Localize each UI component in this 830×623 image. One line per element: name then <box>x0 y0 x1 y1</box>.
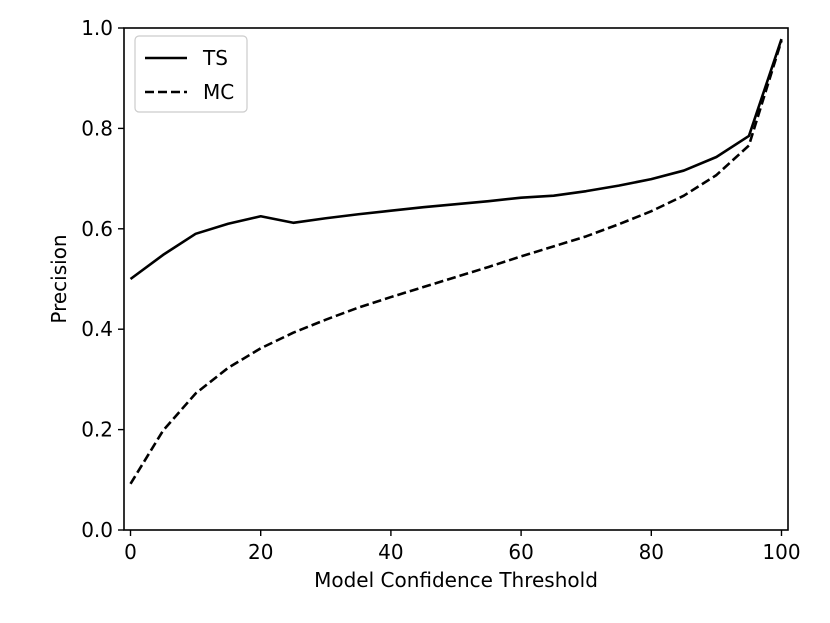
legend: TS MC <box>134 35 248 113</box>
x-tick-label: 100 <box>762 540 800 564</box>
plot-frame <box>123 27 789 531</box>
y-tick-label: 0.2 <box>81 418 113 442</box>
x-axis-label: Model Confidence Threshold <box>314 568 598 592</box>
series-line-ts <box>129 38 783 281</box>
series-line-mc <box>129 40 783 485</box>
legend-label-ts: TS <box>202 46 228 70</box>
x-tick-label: 60 <box>508 540 533 564</box>
y-axis-ticks: 0.0 0.2 0.4 0.6 0.8 1.0 <box>81 16 124 542</box>
y-tick-label: 0.6 <box>81 217 113 241</box>
y-tick-label: 0.0 <box>81 518 113 542</box>
x-tick-label: 80 <box>639 540 664 564</box>
legend-label-mc: MC <box>203 80 234 104</box>
y-tick-label: 0.4 <box>81 317 113 341</box>
y-axis-label: Precision <box>47 234 71 323</box>
x-axis-ticks: 0 20 40 60 80 100 <box>124 530 801 564</box>
x-tick-label: 0 <box>124 540 137 564</box>
x-tick-label: 40 <box>378 540 403 564</box>
y-tick-label: 0.8 <box>81 116 113 140</box>
x-tick-label: 20 <box>248 540 273 564</box>
plot-lines <box>129 38 783 485</box>
y-tick-label: 1.0 <box>81 16 113 40</box>
